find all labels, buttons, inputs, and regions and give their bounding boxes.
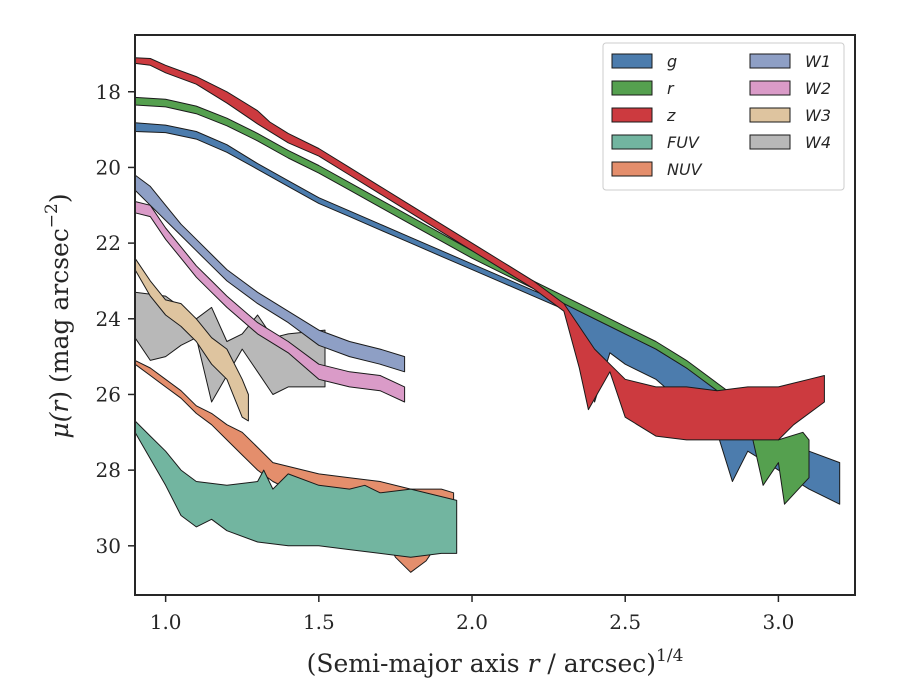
x-tick-label: 2.0 — [456, 610, 488, 634]
series-band-fuv — [134, 420, 458, 558]
series-band-w2 — [134, 201, 406, 403]
legend-label-w1: W1 — [805, 52, 831, 71]
y-tick-label: 24 — [96, 307, 121, 331]
legend-label-r: r — [667, 79, 675, 98]
y-axis-title: μ(r) (mag arcsec−2) — [42, 193, 74, 438]
x-tick-label: 1.0 — [150, 610, 182, 634]
x-tick-label: 1.5 — [303, 610, 335, 634]
legend-label-z: z — [666, 106, 676, 125]
legend-swatch-g — [611, 53, 653, 69]
legend-swatch-z — [611, 107, 653, 123]
plot-area-frame — [134, 34, 856, 596]
y-tick-label: 20 — [96, 155, 121, 179]
legend-swatch-w1 — [749, 53, 791, 69]
legend-swatch-w3 — [749, 107, 791, 123]
y-tick-label: 28 — [96, 458, 121, 482]
series-band-r — [134, 96, 810, 505]
chart-bands — [134, 57, 841, 573]
series-band-z — [134, 57, 825, 441]
legend-label-nuv: NUV — [667, 160, 703, 179]
legend-label-w2: W2 — [805, 79, 831, 98]
legend-label-w4: W4 — [805, 133, 831, 152]
x-axis-title: (Semi-major axis r / arcsec)1/4 — [307, 646, 684, 678]
x-tick-label: 3.0 — [762, 610, 794, 634]
y-tick-label: 22 — [96, 231, 121, 255]
legend-swatch-fuv — [611, 134, 653, 150]
axis-ticks: 1.0 1.5 2.0 2.5 3.0 18 20 22 24 26 28 30 — [96, 80, 795, 634]
series-band-w3 — [134, 257, 249, 422]
legend-swatch-w2 — [749, 80, 791, 96]
y-tick-label: 30 — [96, 534, 121, 558]
series-band-w1 — [134, 174, 406, 373]
y-tick-label: 26 — [96, 382, 121, 406]
legend-label-fuv: FUV — [667, 133, 700, 152]
legend-swatch-w4 — [749, 134, 791, 150]
legend: grz FUV NUV W1 W2 W3 W4 — [602, 42, 845, 191]
x-tick-label: 2.5 — [609, 610, 641, 634]
legend-label-g: g — [667, 52, 677, 71]
legend-swatch-nuv — [611, 161, 653, 177]
legend-label-w3: W3 — [805, 106, 831, 125]
legend-swatch-r — [611, 80, 653, 96]
legend-box — [602, 42, 845, 191]
y-tick-label: 18 — [96, 80, 121, 104]
